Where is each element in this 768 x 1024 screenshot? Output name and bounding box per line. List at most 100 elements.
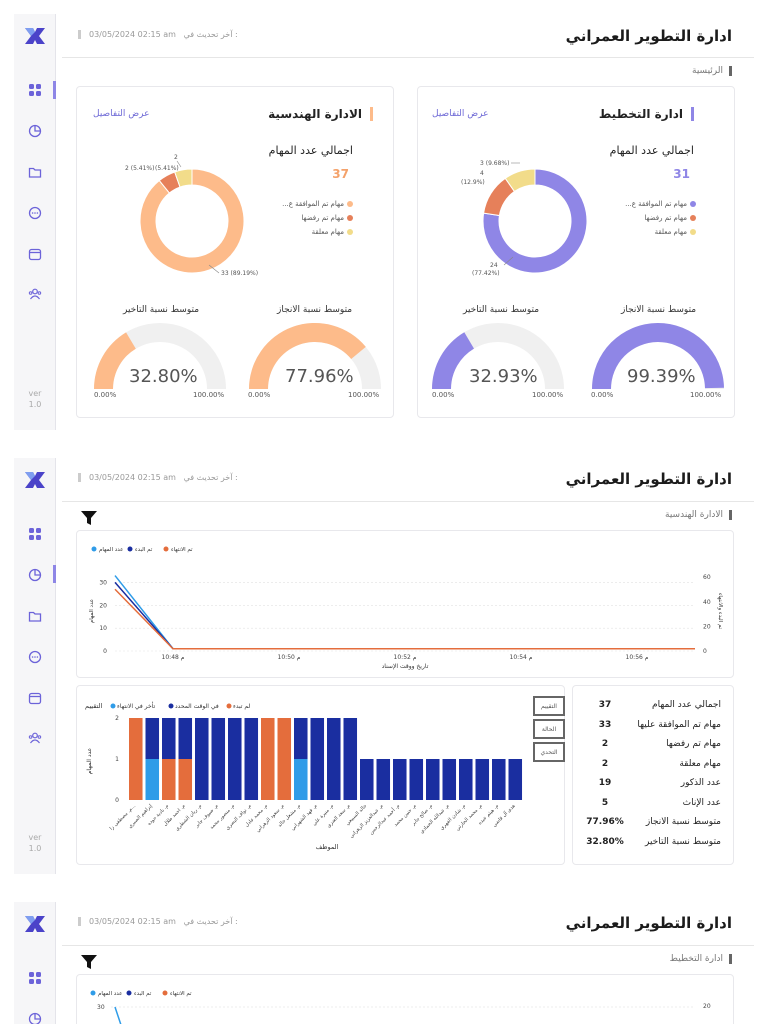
dashboard-icon[interactable] bbox=[27, 82, 43, 98]
bar-segment bbox=[162, 759, 176, 800]
gauge-min: 0.00% bbox=[94, 391, 117, 399]
users-icon[interactable] bbox=[27, 286, 43, 302]
planning-line-chart-card: عدد المهام تم البدء تم الانتهاء 30 20 bbox=[76, 974, 734, 1024]
sidebar: ver 1.0 bbox=[14, 14, 56, 430]
planning-total-label: اجمالي عدد المهام bbox=[609, 144, 694, 157]
bar-segment bbox=[459, 759, 473, 800]
bar-segment bbox=[492, 759, 506, 800]
legend-label: لم تبدء bbox=[233, 703, 250, 710]
callout-label: (12.9%) bbox=[461, 179, 485, 186]
legend-dot bbox=[163, 546, 169, 552]
kpi-value: 19 bbox=[598, 778, 612, 788]
last-updated-label: آخر تحديث في : bbox=[183, 473, 238, 482]
legend-dot bbox=[168, 703, 174, 709]
planning-card: ادارة التخطيط عرض التفاصيل اجمالي عدد ال… bbox=[417, 86, 735, 418]
calendar-icon[interactable] bbox=[27, 246, 43, 262]
engineering-gauge-delay-value: 32.80% bbox=[129, 366, 198, 387]
kpi-value: 77.96% bbox=[586, 817, 624, 827]
y-axis-label: عدد المهام bbox=[86, 748, 93, 775]
y-tick: 30 bbox=[99, 579, 107, 586]
engineering-donut: 2 2 (5.41%) (5.41%) 33 (89.19%) bbox=[125, 154, 258, 277]
engineering-gauge-done-value: 77.96% bbox=[285, 366, 354, 387]
engineering-total-label: اجمالي عدد المهام bbox=[268, 144, 353, 157]
planning-donut: 3 (9.68%) 4 (12.9%) 24 (77.42%) bbox=[461, 160, 588, 277]
bar-segment bbox=[426, 759, 440, 800]
app-logo-icon bbox=[25, 28, 45, 44]
line-series-1 bbox=[114, 581, 695, 650]
callout-label: 33 (89.19%) bbox=[221, 270, 258, 277]
app-logo-icon bbox=[25, 916, 45, 932]
bar-segment bbox=[261, 718, 275, 800]
legend-dot bbox=[110, 703, 116, 709]
kpi-row: عدد الذكور 19 bbox=[573, 778, 733, 797]
page-title: ادارة التطوير العمراني bbox=[565, 470, 732, 488]
y-tick-right: 40 bbox=[703, 599, 711, 606]
app-logo-icon bbox=[25, 472, 45, 488]
bar-chart-card: التقييم تأخر في الانتهاء في الوقت المحدد لم… bbox=[76, 685, 565, 865]
filter-icon[interactable] bbox=[80, 510, 98, 526]
legend-label: تم الانتهاء bbox=[171, 547, 193, 553]
y-tick-right: 60 bbox=[703, 574, 711, 581]
breadcrumb: الرئيسية bbox=[692, 66, 732, 76]
legend-dot bbox=[127, 546, 133, 552]
kpi-row: متوسط نسبة الانجاز 77.96% bbox=[573, 817, 733, 836]
bar-segment bbox=[178, 759, 193, 800]
callout-label: 24 bbox=[490, 262, 498, 269]
bar-segment bbox=[343, 718, 358, 800]
kpi-row: مهام تم الموافقة عليها 33 bbox=[573, 720, 733, 739]
y-tick: 30 bbox=[97, 1004, 105, 1011]
bar-segment bbox=[162, 718, 176, 759]
filter-icon[interactable] bbox=[80, 954, 98, 970]
slicer-rating[interactable]: التقييم bbox=[533, 696, 565, 716]
legend-item-approved: مهام تم الموافقة ع... bbox=[282, 200, 353, 208]
engineering-title: الادارة الهندسية bbox=[268, 107, 373, 121]
line-chart-card: عدد المهام تم البدء تم الانتهاء 30 60 20 40 10 2… bbox=[76, 530, 734, 678]
dashboard-icon[interactable] bbox=[27, 970, 43, 986]
pie-chart-icon[interactable] bbox=[27, 1011, 43, 1024]
callout-label: (5.41%) bbox=[155, 165, 179, 172]
bar-segment bbox=[409, 759, 424, 800]
version-label: ver 1.0 bbox=[28, 833, 42, 853]
folder-icon[interactable] bbox=[27, 608, 43, 624]
bar-segment bbox=[178, 718, 193, 759]
legend-label: تم البدء bbox=[134, 991, 152, 997]
kpi-row: مهام معلقة 2 bbox=[573, 759, 733, 778]
y-tick-right: 20 bbox=[703, 623, 711, 630]
legend-item-rejected: مهام تم رفضها bbox=[644, 214, 696, 222]
last-updated-value: 03/05/2024 02:15 am bbox=[89, 30, 176, 39]
last-updated: 03/05/2024 02:15 am آخر تحديث في : bbox=[78, 30, 238, 39]
kpi-value: 32.80% bbox=[586, 836, 624, 847]
callout-label: 3 (9.68%) bbox=[480, 160, 509, 167]
chat-icon[interactable] bbox=[27, 205, 43, 221]
x-tick: 10:54 م bbox=[510, 654, 533, 661]
kpi-value: 2 bbox=[601, 758, 609, 769]
last-updated: 03/05/2024 02:15 am آخر تحديث في : bbox=[78, 917, 238, 926]
pie-chart-icon[interactable] bbox=[27, 567, 43, 583]
planning-title: ادارة التخطيط bbox=[599, 107, 694, 121]
bar-segment bbox=[129, 718, 143, 800]
last-updated: 03/05/2024 02:15 am آخر تحديث في : bbox=[78, 473, 238, 482]
kpi-card: اجمالي عدد المهام 37 مهام تم الموافقة عليه… bbox=[572, 685, 734, 865]
header-divider bbox=[62, 57, 754, 58]
breadcrumb: الادارة الهندسية bbox=[665, 510, 732, 520]
slicer-status[interactable]: الحالة bbox=[533, 719, 565, 739]
gauge-max: 100.00% bbox=[532, 391, 564, 399]
gauge-min: 0.00% bbox=[432, 391, 455, 399]
users-icon[interactable] bbox=[27, 730, 43, 746]
planning-details-link[interactable]: عرض التفاصيل bbox=[432, 109, 489, 119]
engineering-details-link[interactable]: عرض التفاصيل bbox=[93, 109, 150, 119]
y-tick-right: 0 bbox=[703, 648, 707, 655]
dashboard-icon[interactable] bbox=[27, 526, 43, 542]
pie-chart-icon[interactable] bbox=[27, 123, 43, 139]
chat-icon[interactable] bbox=[27, 649, 43, 665]
gauge-max: 100.00% bbox=[690, 391, 722, 399]
calendar-icon[interactable] bbox=[27, 690, 43, 706]
folder-icon[interactable] bbox=[27, 164, 43, 180]
bar-segment bbox=[475, 759, 490, 800]
slicer-challenge[interactable]: التحدي bbox=[533, 742, 565, 762]
kpi-label: مهام معلقة bbox=[679, 758, 721, 769]
legend-item-rejected: مهام تم رفضها bbox=[301, 214, 353, 222]
donut-slice-0 bbox=[139, 168, 245, 274]
callout-label: 2 (5.41%) bbox=[125, 165, 154, 172]
gauge-max: 100.00% bbox=[348, 391, 380, 399]
